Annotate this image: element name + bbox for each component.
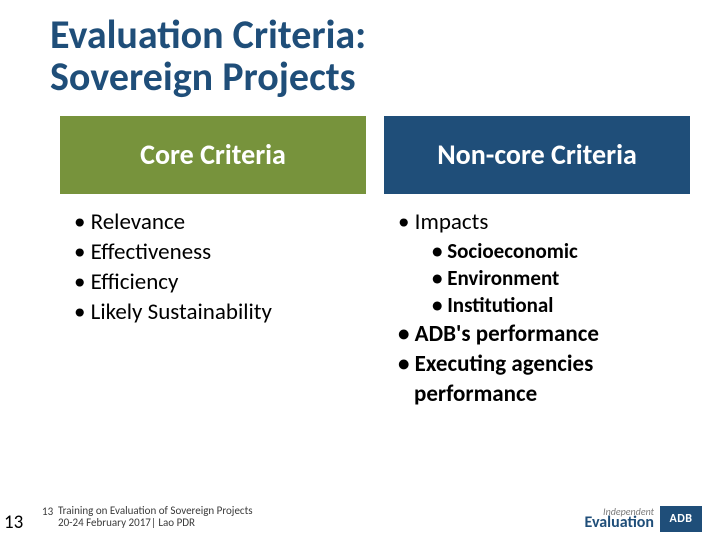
criteria-columns: Core Criteria • Relevance • Effectivenes… (0, 98, 720, 427)
core-item-efficiency: • Efficiency (74, 268, 352, 298)
adb-badge-icon: ADB (660, 506, 702, 532)
core-item-sustainability: • Likely Sustainability (74, 298, 352, 328)
noncore-item-adb-perf: • ADB's performance (398, 320, 676, 350)
footer-line-1: Training on Evaluation of Sovereign Proj… (58, 504, 253, 517)
noncore-criteria-column: Non-core Criteria • Impacts • Socioecono… (384, 116, 690, 427)
slide-footer: 13 13 Training on Evaluation of Sovereig… (0, 492, 720, 540)
evaluation-logo: Independent Evaluation ADB (585, 506, 702, 532)
core-item-relevance: • Relevance (74, 208, 352, 238)
slide-number-small: 13 (42, 505, 53, 518)
noncore-item-impacts: • Impacts (398, 208, 676, 238)
noncore-sub-environment: • Environment (398, 265, 676, 292)
noncore-sub-socioeconomic: • Socioeconomic (398, 238, 676, 265)
core-item-effectiveness: • Effectiveness (74, 238, 352, 268)
core-body: • Relevance • Effectiveness • Efficiency… (60, 194, 366, 346)
noncore-header: Non-core Criteria (384, 116, 690, 194)
noncore-item-exec-2: performance (398, 380, 676, 410)
noncore-body: • Impacts • Socioeconomic • Environment … (384, 194, 690, 427)
logo-evaluation: Evaluation (585, 516, 654, 530)
slide-title: Evaluation Criteria: Sovereign Projects (0, 0, 720, 98)
core-criteria-column: Core Criteria • Relevance • Effectivenes… (60, 116, 366, 427)
logo-text: Independent Evaluation (585, 507, 654, 530)
noncore-sub-institutional: • Institutional (398, 292, 676, 319)
core-header: Core Criteria (60, 116, 366, 194)
footer-line-2: 20-24 February 2017| Lao PDR (58, 516, 195, 529)
footer-caption: Training on Evaluation of Sovereign Proj… (58, 505, 253, 530)
title-line-2: Sovereign Projects (50, 52, 356, 101)
slide-number-large: 13 (4, 511, 23, 534)
noncore-item-exec-1: • Executing agencies (398, 350, 676, 380)
